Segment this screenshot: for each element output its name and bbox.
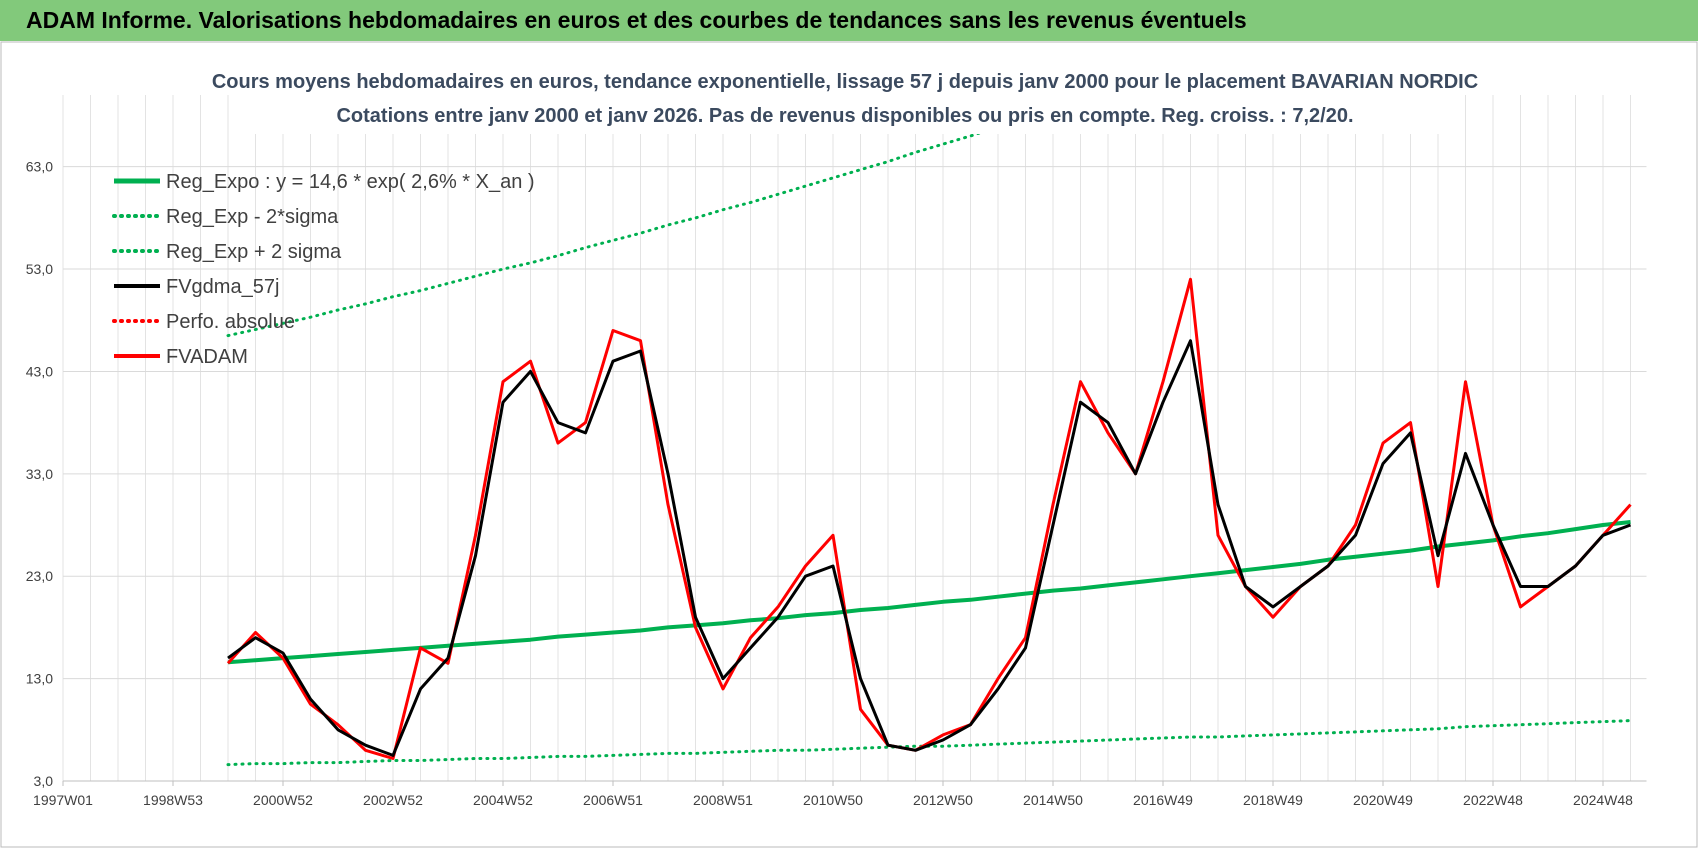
y-tick-label: 33,0 bbox=[26, 466, 53, 482]
series-line bbox=[226, 95, 1098, 338]
y-tick-label: 13,0 bbox=[26, 671, 53, 687]
plot-area bbox=[226, 95, 1632, 767]
x-tick-label: 2016W49 bbox=[1133, 792, 1193, 808]
title-bg bbox=[240, 64, 1452, 134]
legend-label: FVgdma_57j bbox=[166, 276, 279, 298]
x-tick-label: 2020W49 bbox=[1353, 792, 1413, 808]
y-tick-label: 53,0 bbox=[26, 261, 53, 277]
legend-label: Reg_Exp + 2 sigma bbox=[166, 241, 342, 263]
x-tick-label: 2006W51 bbox=[583, 792, 643, 808]
x-tick-label: 2014W50 bbox=[1023, 792, 1083, 808]
chart-title: Cours moyens hebdomadaires en euros, ten… bbox=[212, 71, 1478, 93]
legend-label: Reg_Exp - 2*sigma bbox=[166, 206, 339, 228]
x-tick-label: 2010W50 bbox=[803, 792, 863, 808]
x-tick-label: 2024W48 bbox=[1573, 792, 1633, 808]
x-tick-label: 2012W50 bbox=[913, 792, 973, 808]
y-tick-label: 63,0 bbox=[26, 159, 53, 175]
x-tick-label: 2002W52 bbox=[363, 792, 423, 808]
chart-subtitle: Cotations entre janv 2000 et janv 2026. … bbox=[336, 105, 1353, 127]
series-line bbox=[227, 339, 1632, 757]
series-line bbox=[226, 277, 1632, 760]
x-tick-label: 1998W53 bbox=[143, 792, 203, 808]
x-tick-label: 2004W52 bbox=[473, 792, 533, 808]
header-title: ADAM Informe. Valorisations hebdomadaire… bbox=[0, 0, 1698, 41]
legend-label: Perfo. absolue bbox=[166, 311, 295, 333]
chart: 3,0 13,0 23,0 33,0 43,0 53,0 63,0 1997W01 1998W5… bbox=[0, 41, 1698, 848]
series-line bbox=[227, 520, 1631, 665]
x-tick-label: 2000W52 bbox=[253, 792, 313, 808]
y-tick-label: 23,0 bbox=[26, 568, 53, 584]
x-tick-label: 2008W51 bbox=[693, 792, 753, 808]
x-tick-label: 2022W48 bbox=[1463, 792, 1523, 808]
legend-label: FVADAM bbox=[166, 346, 248, 368]
x-tick-label: 2018W49 bbox=[1243, 792, 1303, 808]
y-tick-label: 43,0 bbox=[26, 363, 53, 379]
legend-label: Reg_Expo : y = 14,6 * exp( 2,6% * X_an ) bbox=[166, 171, 535, 193]
x-tick-label: 1997W01 bbox=[33, 792, 93, 808]
y-tick-label: 3,0 bbox=[34, 773, 54, 789]
